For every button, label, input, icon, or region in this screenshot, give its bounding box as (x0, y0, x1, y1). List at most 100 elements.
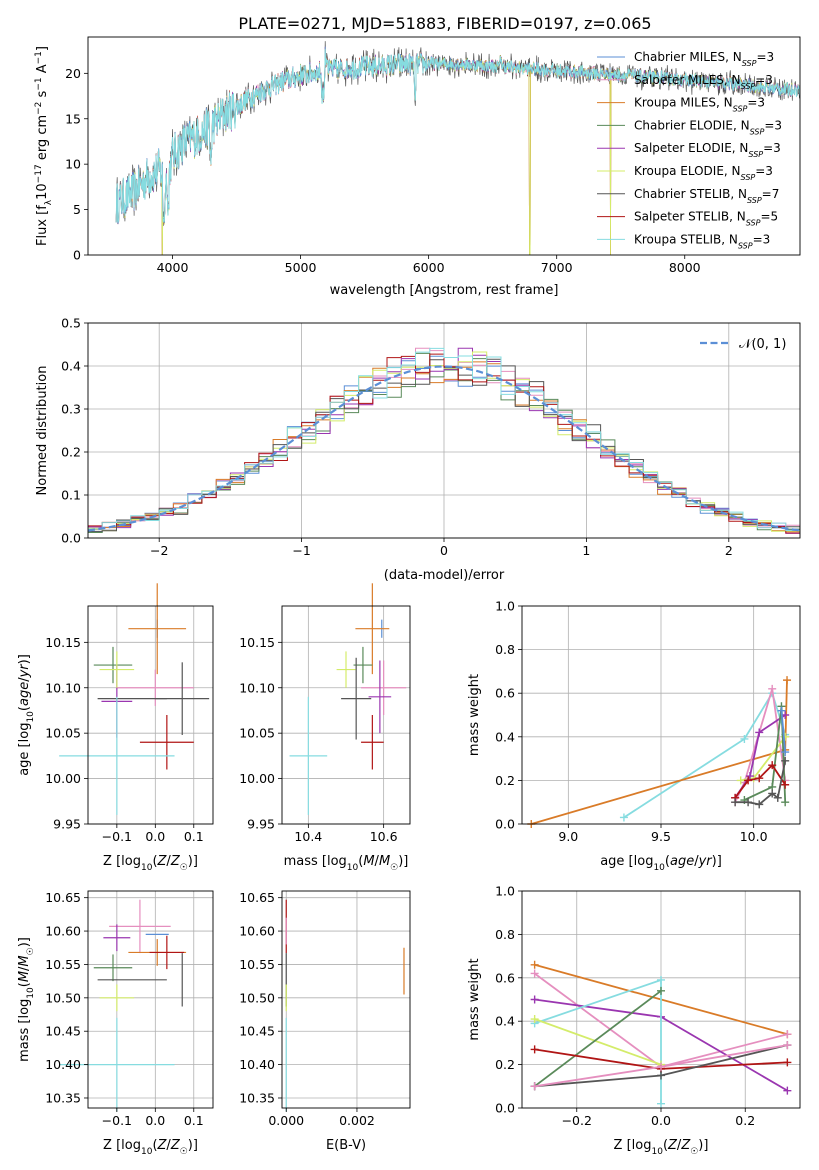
label-part: )] (398, 854, 408, 869)
legend-model: Salpeter MILES, N (634, 73, 741, 87)
legend-n: =3 (755, 73, 773, 87)
y-tick-label: 0.0 (495, 817, 515, 832)
axes-frame: −0.1 0.0 0.1 10.35 10.40 10.45 10.50 10.55 10.60… (17, 890, 214, 1157)
x-tick-label: −0.2 (562, 1113, 592, 1128)
weight-marker-chabrier_stelib (755, 800, 764, 809)
weight-marker-salpeter_miles (783, 1030, 792, 1039)
x-tick-label: −2 (150, 543, 168, 558)
label-part: −17 (34, 164, 44, 183)
label-part: )] (698, 1138, 708, 1153)
y-tick-label: 10.10 (45, 680, 81, 695)
y-tick-label: 10.55 (239, 957, 275, 972)
legend-label: Chabrier STELIB, NSSP=7 (634, 187, 779, 205)
weight-lines (527, 676, 792, 828)
label-part: ( (358, 854, 363, 869)
y-tick-label: 10.45 (45, 1024, 81, 1039)
legend-sub: SSP (741, 81, 756, 90)
label-part: ☉ (26, 947, 36, 955)
x-tick-label: 1 (582, 543, 590, 558)
label-part: Z [log (103, 1138, 141, 1153)
label-part: ( (152, 1138, 157, 1153)
weight-marker-chabrier_elodie (781, 798, 790, 807)
legend-sub: SSP (738, 241, 753, 250)
x-axis-label: wavelength [Angstrom, rest frame] (330, 283, 559, 298)
weight-line-chabrier_miles (780, 710, 787, 753)
x-tick-label: 0.002 (339, 1113, 375, 1128)
weight-vs-age-panel: 9.0 9.5 10.0 0.0 0.2 0.4 0.6 0.8 1.0 age [log10(a… (467, 599, 801, 873)
label-part: 10 (141, 863, 153, 873)
weight-line-chabrier_elodie (744, 706, 787, 803)
weight-marker-chabrier_stelib (731, 798, 740, 807)
label-part: mass [log (284, 854, 347, 869)
y-tick-label: 10.35 (239, 1090, 275, 1105)
plot-area (88, 347, 800, 536)
weight-marker-salpeter_stelib (530, 1045, 539, 1054)
x-tick-label: 5000 (285, 260, 317, 275)
weight-vs-Z-panel: −0.2 0.0 0.20.00.20.40.60.81.0Z [log10(Z/Z… (467, 884, 801, 1157)
label-part: Z [log (103, 854, 141, 869)
x-tick-label: 8000 (669, 260, 701, 275)
legend-model: Salpeter ELODIE, N (634, 141, 748, 155)
weight-marker-kroupa_stelib (657, 975, 665, 984)
label-part: ( (663, 1138, 668, 1153)
weight-marker-chabrier_miles (781, 748, 790, 757)
y-tick-label: 10.65 (239, 890, 275, 905)
axes-frame: 10.4 10.6 9.95 10.00 10.05 10.10 10.15 mass [lo… (239, 605, 411, 873)
legend-sub: SSP (750, 127, 765, 136)
mass-vs-Z-panel: −0.1 0.0 0.1 10.35 10.40 10.45 10.50 10.55 10.60… (17, 890, 214, 1157)
plot-area (115, 41, 800, 255)
x-axis-label: Z [log10(Z/Z☉)] (614, 1138, 709, 1157)
label-part: ☉ (690, 1147, 698, 1157)
weight-line-kroupa_elodie (534, 1018, 662, 1066)
y-tick-label: 20 (65, 66, 81, 81)
label-part: erg cm (35, 115, 50, 164)
label-part: / (166, 1138, 171, 1153)
legend-n: =3 (755, 164, 773, 178)
label-part: s (35, 90, 50, 101)
y-tick-label: 1.0 (495, 599, 515, 614)
y-axis-label: Normed distribution (35, 366, 50, 496)
weight-marker-salpeter_miles (530, 1082, 539, 1091)
weight-marker-salpeter_stelib (768, 761, 777, 770)
label-part: )] (188, 854, 198, 869)
weight-marker-salpeter_elodie (783, 1086, 792, 1095)
y-tick-label: 10.55 (45, 957, 81, 972)
y-tick-label: 1.0 (495, 884, 515, 899)
y-tick-label: 0.0 (495, 1101, 515, 1116)
y-axis-label: age [log10(age/yr)] (17, 654, 36, 776)
plot-area (59, 899, 187, 1112)
y-tick-label: 0 (73, 248, 81, 263)
label-part: M (363, 854, 374, 869)
y-tick-label: 0.6 (495, 686, 515, 701)
label-part: −1 (34, 51, 44, 64)
x-axis-label: Z [log10(Z/Z☉)] (103, 1138, 198, 1157)
histogram-kroupa_stelib (88, 347, 800, 536)
plot-area (285, 899, 405, 1112)
weight-marker-salpeter_elodie (755, 728, 764, 737)
label-part: 10 (141, 1147, 153, 1157)
axes-frame: −0.2 0.0 0.20.00.20.40.60.81.0Z [log10(Z/Z… (467, 884, 801, 1157)
label-part: ☉ (180, 863, 188, 873)
x-tick-label: −1 (292, 543, 310, 558)
x-tick-label: 10.6 (370, 829, 398, 844)
label-part: −2 (34, 102, 44, 115)
age-vs-Z-panel: −0.1 0.0 0.1 9.95 10.00 10.05 10.10 10.15 Z [log… (17, 583, 214, 873)
y-tick-label: 9.95 (53, 817, 81, 832)
y-tick-label: 10.10 (239, 680, 275, 695)
weight-line-chabrier_elodie (534, 990, 662, 1088)
mass-vs-ebv-panel: 0.000 0.002 10.35 10.40 10.45 10.50 10.55 10.60… (239, 890, 411, 1153)
x-tick-label: 2 (725, 543, 733, 558)
legend-label: Salpeter ELODIE, NSSP=3 (634, 141, 781, 159)
legend-sub: SSP (747, 195, 762, 204)
weight-marker-kroupa_elodie (530, 1015, 539, 1024)
y-tick-label: 10.45 (239, 1024, 275, 1039)
y-tick-label: 10.05 (45, 726, 81, 741)
label-part: 10 (26, 987, 36, 999)
x-axis-label: age [log10(age/yr)] (600, 854, 722, 873)
x-tick-label: −0.1 (102, 1113, 132, 1128)
label-part: ☉ (180, 1147, 188, 1157)
y-axis-label: mass weight (467, 674, 482, 756)
x-tick-label: 4000 (157, 260, 189, 275)
label-part: mass [log (17, 999, 32, 1062)
